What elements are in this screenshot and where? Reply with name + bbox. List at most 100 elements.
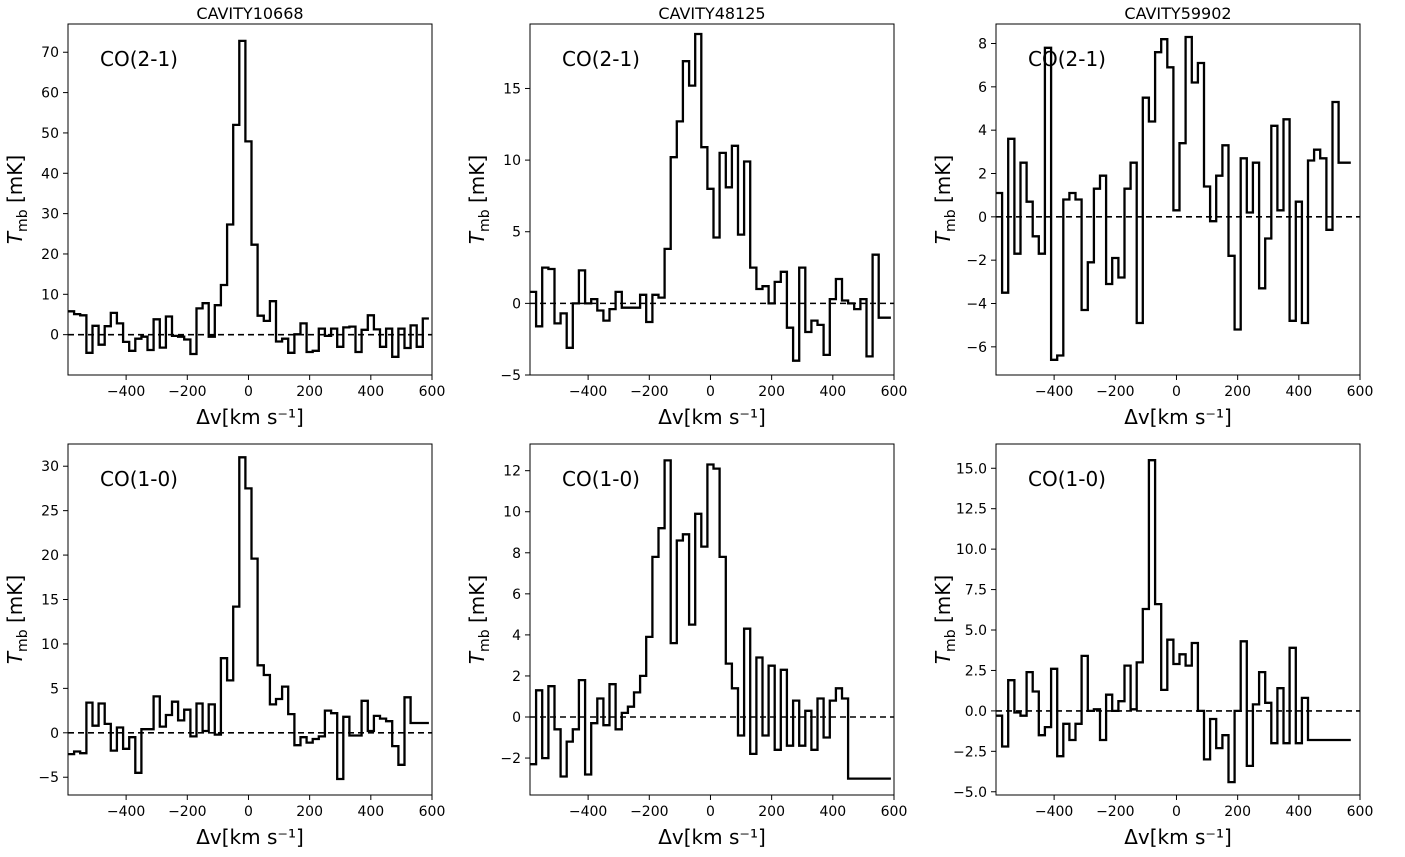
y-tick-label: 4 xyxy=(512,628,521,644)
y-tick-label: −5 xyxy=(38,770,59,786)
x-tick-label: −400 xyxy=(107,384,145,400)
y-tick-label: 10 xyxy=(41,637,59,653)
plot-frame xyxy=(67,23,433,376)
x-axis-label: Δv[km s⁻¹] xyxy=(196,405,304,429)
panel-4: −400 −200 0 200 400 600 −5 0 5 10 15 20 25 30 Δv[km s⁻… xyxy=(3,443,446,849)
x-tick-label: 600 xyxy=(419,384,446,400)
x-tick-label: 0 xyxy=(1172,384,1181,400)
y-tick-label: 15 xyxy=(503,81,521,97)
y-tick-label: −2 xyxy=(500,751,521,767)
panel-6: −400 −200 0 200 400 600 −5.0 −2.5 0.0 2.5 5.0 7.5 10… xyxy=(931,443,1374,849)
x-tick-label: −200 xyxy=(630,804,668,820)
panel-title: CAVITY10668 xyxy=(196,4,303,23)
panel-1: CAVITY10668 −400 −200 0 200 400 600 0 10 20 30 40 50… xyxy=(3,4,445,429)
panel-title: CAVITY48125 xyxy=(658,4,765,23)
x-tick-label: 0 xyxy=(244,384,253,400)
x-tick-label: 400 xyxy=(1285,804,1312,820)
panel-2: CAVITY48125 −400 −200 0 200 400 600 −5 0 5 10 15 Δv[… xyxy=(465,4,907,429)
y-tick-label: 12 xyxy=(503,464,521,480)
y-axis-label: Tmb [mK] xyxy=(931,155,959,244)
x-tick-label: 0 xyxy=(706,384,715,400)
spectrum-step-line xyxy=(68,39,429,358)
x-tick-label: 200 xyxy=(1224,804,1251,820)
y-tick-label: 0 xyxy=(978,210,987,226)
y-axis-label: Tmb [mK] xyxy=(465,575,493,664)
y-tick-label: 0 xyxy=(512,710,521,726)
y-tick-label: 15 xyxy=(41,593,59,609)
x-axis-label: Δv[km s⁻¹] xyxy=(658,825,766,849)
y-tick-label: 12.5 xyxy=(956,502,987,518)
x-tick-label: −200 xyxy=(1096,384,1134,400)
y-tick-label: 70 xyxy=(41,45,59,61)
spectrum-step-line xyxy=(996,35,1351,361)
y-tick-label: 0 xyxy=(50,726,59,742)
y-tick-label: −6 xyxy=(966,340,987,356)
line-label: CO(1-0) xyxy=(100,467,178,491)
y-axis-label: Tmb [mK] xyxy=(3,155,31,244)
y-tick-label: 7.5 xyxy=(965,583,987,599)
x-tick-label: 0 xyxy=(1172,804,1181,820)
x-tick-label: −400 xyxy=(1035,804,1073,820)
x-axis-label: Δv[km s⁻¹] xyxy=(1124,825,1232,849)
y-tick-label: 0 xyxy=(512,296,521,312)
x-tick-label: −200 xyxy=(168,804,206,820)
y-tick-label: 5 xyxy=(50,681,59,697)
x-tick-label: 400 xyxy=(357,804,384,820)
line-label: CO(2-1) xyxy=(100,47,178,71)
x-tick-label: 600 xyxy=(881,804,908,820)
x-tick-label: 200 xyxy=(296,384,323,400)
y-tick-label: 0.0 xyxy=(965,704,987,720)
y-tick-label: 2 xyxy=(512,669,521,685)
line-label: CO(1-0) xyxy=(562,467,640,491)
y-tick-label: 8 xyxy=(978,37,987,53)
x-tick-label: −400 xyxy=(569,384,607,400)
y-tick-label: 5.0 xyxy=(965,623,987,639)
x-tick-label: −400 xyxy=(107,804,145,820)
x-tick-label: 600 xyxy=(419,804,446,820)
y-tick-label: −2 xyxy=(966,253,987,269)
y-tick-label: 6 xyxy=(512,587,521,603)
panel-3: CAVITY59902 −400 −200 0 200 400 600 −6 −4 −2 0 2 4 6 8… xyxy=(931,4,1373,429)
y-tick-label: 30 xyxy=(41,459,59,475)
y-tick-label: −5.0 xyxy=(953,785,987,801)
y-tick-label: 0 xyxy=(50,328,59,344)
x-tick-label: 200 xyxy=(1224,384,1251,400)
y-tick-label: 50 xyxy=(41,126,59,142)
plot-frame xyxy=(529,443,895,796)
x-tick-label: 200 xyxy=(758,384,785,400)
y-tick-label: 30 xyxy=(41,207,59,223)
x-axis-label: Δv[km s⁻¹] xyxy=(1124,405,1232,429)
spectrum-step-line xyxy=(530,32,891,362)
y-tick-label: 2 xyxy=(978,167,987,183)
y-tick-label: 25 xyxy=(41,504,59,520)
y-tick-label: 60 xyxy=(41,86,59,102)
line-label: CO(1-0) xyxy=(1028,467,1106,491)
panel-5: −400 −200 0 200 400 600 −2 0 2 4 6 8 10 12 Δv[km s⁻¹] T… xyxy=(465,443,908,849)
y-tick-label: 10 xyxy=(503,153,521,169)
x-axis-label: Δv[km s⁻¹] xyxy=(196,825,304,849)
x-tick-label: 400 xyxy=(819,384,846,400)
panel-title: CAVITY59902 xyxy=(1124,4,1231,23)
y-tick-label: 10 xyxy=(41,287,59,303)
y-axis-label: Tmb [mK] xyxy=(931,575,959,664)
plot-frame xyxy=(995,443,1361,796)
y-tick-label: 40 xyxy=(41,166,59,182)
spectrum-step-line xyxy=(68,456,429,781)
x-tick-label: −200 xyxy=(1096,804,1134,820)
line-label: CO(2-1) xyxy=(1028,47,1106,71)
x-tick-label: 400 xyxy=(1285,384,1312,400)
spectrum-step-line xyxy=(996,459,1351,784)
x-tick-label: 600 xyxy=(1347,384,1374,400)
y-tick-label: 4 xyxy=(978,123,987,139)
x-tick-label: −200 xyxy=(630,384,668,400)
x-tick-label: 400 xyxy=(819,804,846,820)
x-tick-label: 600 xyxy=(881,384,908,400)
x-tick-label: 0 xyxy=(244,804,253,820)
plot-frame xyxy=(67,443,433,796)
x-tick-label: −400 xyxy=(1035,384,1073,400)
y-tick-label: 10 xyxy=(503,505,521,521)
y-tick-label: −5 xyxy=(500,368,521,384)
plot-frame xyxy=(529,23,895,376)
x-tick-label: 600 xyxy=(1347,804,1374,820)
